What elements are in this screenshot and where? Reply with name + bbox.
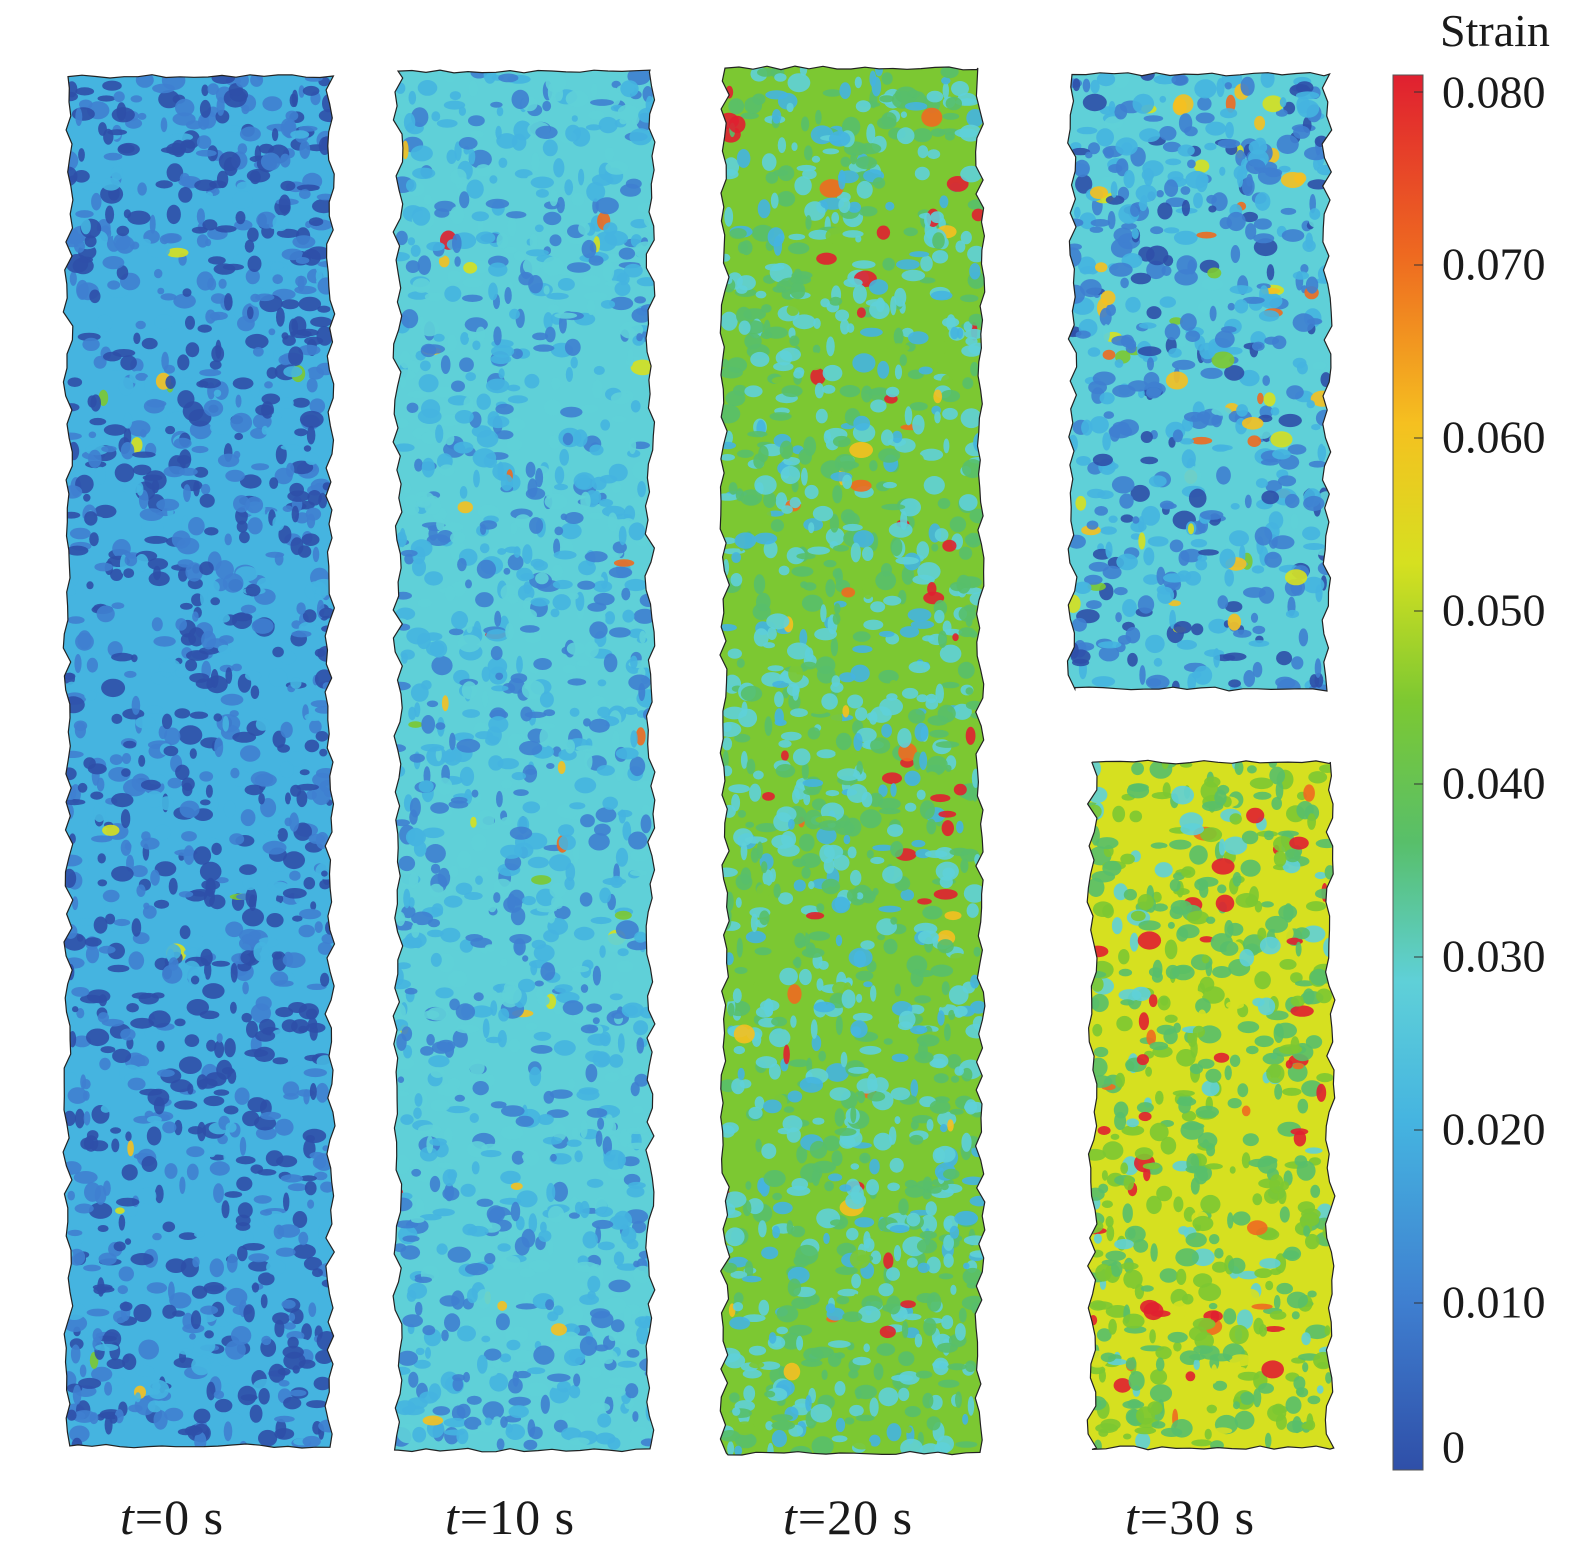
colorbar-title: Strain [1440, 5, 1550, 56]
colorbar-tick: 0.050 [1442, 584, 1546, 636]
colorbar-tick: 0.060 [1442, 411, 1546, 463]
colorbar-tick: 0.030 [1442, 930, 1546, 982]
specimen-panel-t0 [62, 74, 336, 1449]
caption-t0: t=0 s [119, 1489, 225, 1545]
colorbar-gradient [1392, 74, 1424, 1471]
colorbar-tick: 0.080 [1442, 66, 1546, 118]
caption-t10: t=10 s [444, 1489, 576, 1545]
specimen-panel-t20 [719, 65, 986, 1456]
strain-colorbar [1392, 74, 1424, 1471]
specimen-panels [62, 65, 1336, 1456]
specimen-panel-t30 [1066, 71, 1336, 1451]
colorbar-tick: 0.070 [1442, 238, 1546, 290]
caption-t30: t=30 s [1124, 1489, 1256, 1545]
colorbar-tick: 0.010 [1442, 1276, 1546, 1328]
colorbar-tick: 0.040 [1442, 757, 1546, 809]
caption-t20: t=20 s [782, 1489, 914, 1545]
colorbar-tick: 0 [1442, 1421, 1465, 1473]
specimen-panel-t10 [392, 69, 656, 1453]
colorbar-tick: 0.020 [1442, 1103, 1546, 1155]
